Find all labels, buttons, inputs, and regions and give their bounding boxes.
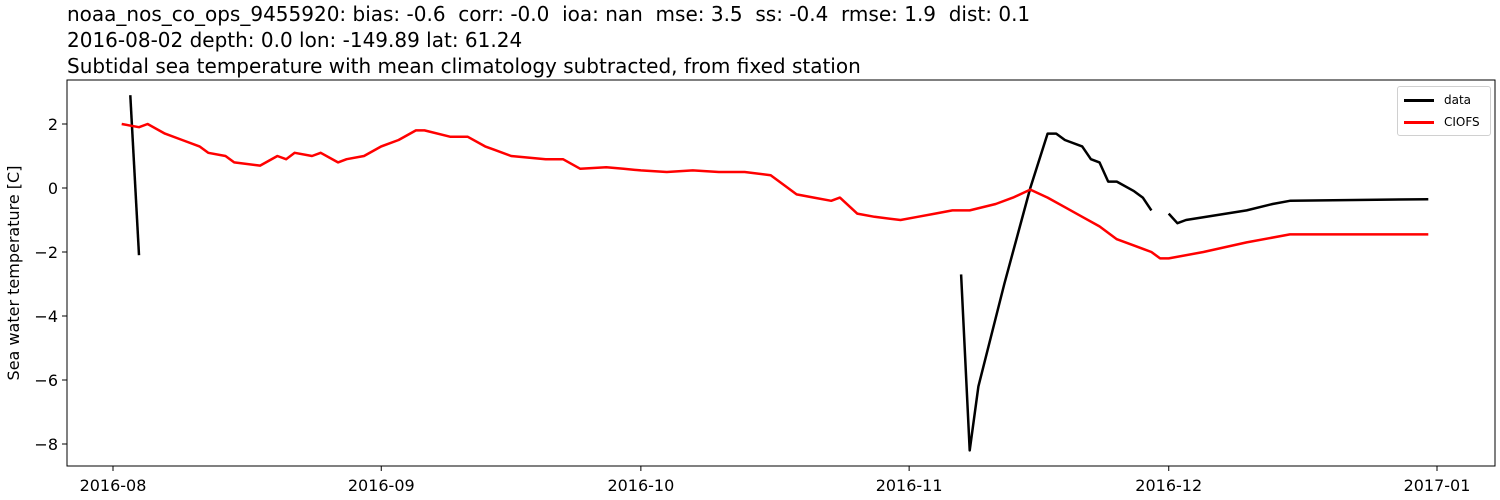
legend: data CIOFS xyxy=(1397,86,1491,136)
x-tick-label: 2017-01 xyxy=(1404,476,1471,495)
legend-item-data: data xyxy=(1404,92,1471,108)
legend-label-ciofs: CIOFS xyxy=(1444,115,1480,129)
series-line-ciofs xyxy=(121,122,1429,260)
legend-swatch-ciofs xyxy=(1404,120,1434,124)
series-line-data xyxy=(959,132,1153,452)
y-tick-label: 2 xyxy=(48,115,58,134)
y-axis: −8 −6 −4 −2 0 2 xyxy=(34,115,67,454)
y-tick-label: 0 xyxy=(48,179,58,198)
y-tick-label: −8 xyxy=(34,435,58,454)
axes-frame xyxy=(66,79,1496,467)
x-tick-label: 2016-10 xyxy=(607,476,674,495)
x-tick-label: 2016-11 xyxy=(876,476,943,495)
chart-title-metrics: noaa_nos_co_ops_9455920: bias: -0.6 corr… xyxy=(67,2,1031,26)
x-tick-label: 2016-09 xyxy=(348,476,415,495)
y-tick-label: −2 xyxy=(34,243,58,262)
series-line-data xyxy=(129,95,141,256)
series-lines xyxy=(121,95,1429,452)
x-tick-label: 2016-12 xyxy=(1135,476,1202,495)
legend-item-ciofs: CIOFS xyxy=(1404,114,1480,130)
x-axis: 2016-08 2016-09 2016-10 2016-11 2016-12 2017-… xyxy=(80,466,1471,495)
y-axis-label: Sea water temperature [C] xyxy=(4,166,23,381)
legend-swatch-data xyxy=(1404,98,1434,102)
y-tick-label: −6 xyxy=(34,371,58,390)
chart-title-description: Subtidal sea temperature with mean clima… xyxy=(67,54,861,78)
x-tick-label: 2016-08 xyxy=(80,476,147,495)
legend-label-data: data xyxy=(1444,93,1472,107)
y-tick-label: −4 xyxy=(34,307,58,326)
series-line-data xyxy=(1167,197,1429,225)
chart-title-station: 2016-08-02 depth: 0.0 lon: -149.89 lat: … xyxy=(67,28,523,52)
